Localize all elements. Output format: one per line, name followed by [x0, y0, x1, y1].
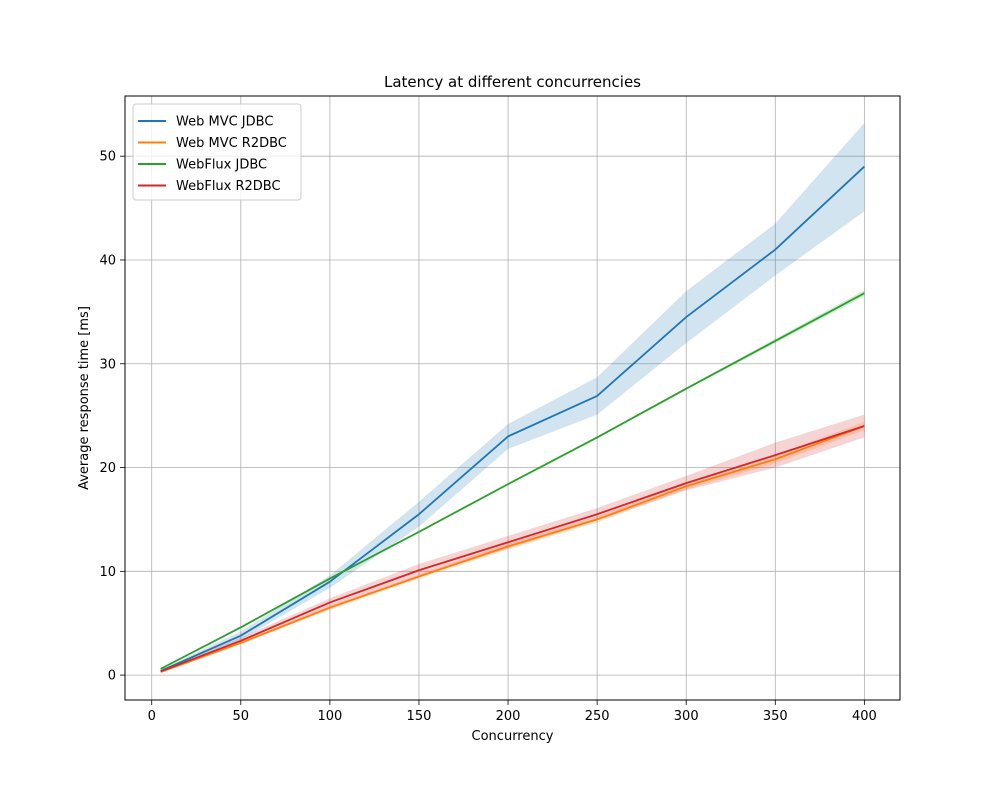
legend-label-1: Web MVC R2DBC	[176, 136, 287, 151]
y-tick-label: 10	[99, 565, 116, 580]
plot-frame	[124, 95, 901, 701]
x-axis-label: Concurrency	[472, 729, 554, 744]
series-line-2	[160, 292, 865, 670]
series-line-0	[160, 165, 865, 672]
series-lines	[160, 165, 865, 673]
x-tick-label: 50	[233, 709, 250, 724]
x-tick-label: 150	[407, 709, 432, 724]
legend: Web MVC JDBC Web MVC R2DBC WebFlux JDBC Web…	[132, 103, 302, 201]
y-tick-label: 50	[99, 150, 116, 165]
y-tick-label: 30	[99, 357, 116, 372]
x-tick-label: 0	[148, 709, 156, 724]
x-tick-label: 350	[763, 709, 788, 724]
x-tick-label: 250	[585, 709, 610, 724]
axis-ticks: 0 50 100 150 200 250 300 350 400 0 10 20 30 40 50	[99, 150, 876, 724]
y-tick-label: 20	[99, 461, 116, 476]
y-tick-label: 40	[99, 253, 116, 268]
series-line-3	[160, 425, 865, 673]
y-tick-label: 0	[108, 669, 116, 684]
legend-label-3: WebFlux R2DBC	[176, 179, 281, 194]
y-axis-label: Average response time [ms]	[77, 306, 92, 490]
grid	[125, 96, 900, 700]
x-tick-label: 100	[317, 709, 342, 724]
legend-label-2: WebFlux JDBC	[176, 158, 267, 173]
x-tick-label: 400	[852, 709, 877, 724]
legend-label-0: Web MVC JDBC	[176, 115, 273, 130]
x-tick-label: 300	[674, 709, 699, 724]
confidence-band-3	[160, 414, 865, 673]
x-tick-label: 200	[496, 709, 521, 724]
series-line-1	[160, 425, 865, 673]
legend-box	[132, 103, 302, 201]
legend-items: Web MVC JDBC Web MVC R2DBC WebFlux JDBC Web…	[138, 115, 287, 194]
confidence-band-1	[160, 421, 865, 673]
chart-title: Latency at different concurrencies	[384, 73, 641, 91]
